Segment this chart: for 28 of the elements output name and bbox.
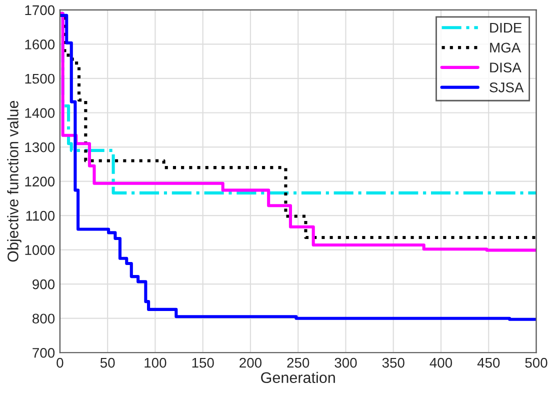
x-axis-title: Generation <box>261 372 335 384</box>
y-tick-label: 1100 <box>26 210 55 221</box>
y-tick-label: 1300 <box>25 142 55 152</box>
y-tick-label: 1600 <box>25 40 55 50</box>
y-tick-label: 700 <box>32 348 55 358</box>
x-tick-label: 100 <box>144 358 166 368</box>
x-tick-label: 450 <box>477 358 500 368</box>
y-tick-label: 800 <box>32 314 55 324</box>
x-tick-label: 300 <box>334 358 357 368</box>
x-tick-label: 350 <box>382 358 404 368</box>
legend-label: MGA <box>490 42 521 53</box>
y-tick-label: 1400 <box>25 108 55 118</box>
x-tick-label: 50 <box>100 358 115 368</box>
y-tick-label: 1000 <box>25 245 55 255</box>
y-tick-label: 1200 <box>25 176 55 186</box>
x-tick-label: 500 <box>525 358 548 368</box>
y-tick-label: 1500 <box>25 74 55 84</box>
x-tick-label: 400 <box>430 358 452 368</box>
legend-label: SJSA <box>490 82 524 92</box>
x-tick-label: 250 <box>287 358 310 368</box>
legend-label: DIDE <box>490 22 522 33</box>
x-tick-label: 150 <box>192 358 214 368</box>
y-axis-title: Objective function value <box>7 100 22 262</box>
y-tick-label: 900 <box>32 279 55 290</box>
x-tick-label: 200 <box>240 358 262 368</box>
x-tick-label: 0 <box>56 358 64 368</box>
y-tick-label: 1700 <box>25 5 55 16</box>
legend-label: DISA <box>490 62 522 72</box>
